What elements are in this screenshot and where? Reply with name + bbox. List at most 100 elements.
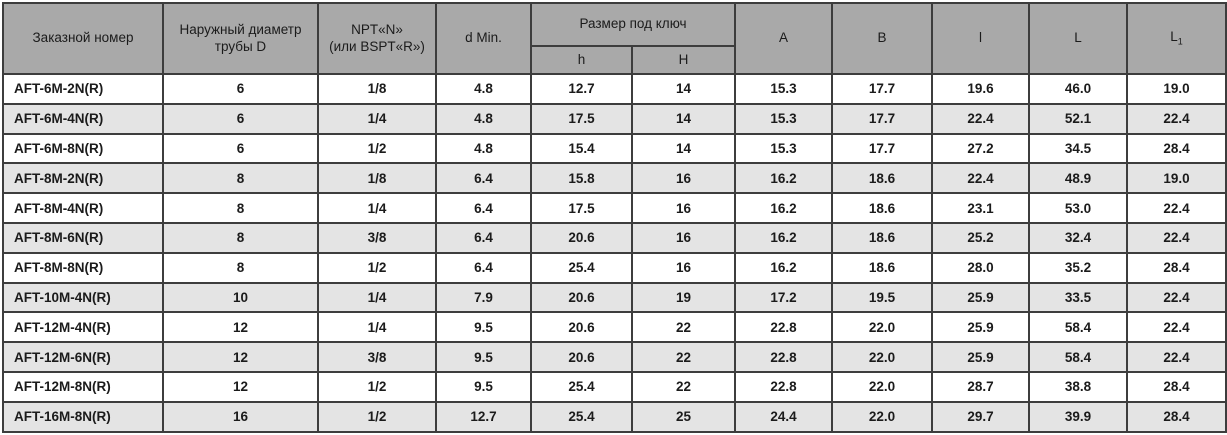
value-cell: 14 <box>630 73 737 105</box>
value-cell: 16.2 <box>734 221 834 254</box>
value-cell: 28.4 <box>1126 400 1227 433</box>
value-cell: 18.6 <box>831 221 934 254</box>
value-cell: 22.4 <box>931 162 1031 195</box>
value-cell: 20.6 <box>530 341 633 373</box>
value-cell: 6.4 <box>435 221 532 254</box>
header-row-top: Заказной номер Наружный диаметр трубы D … <box>2 2 1227 75</box>
value-cell: 1/8 <box>317 162 437 195</box>
value-cell: 19 <box>630 281 737 314</box>
value-cell: 15.3 <box>734 132 834 165</box>
value-cell: 17.7 <box>831 73 934 105</box>
value-cell: 1/4 <box>317 102 437 135</box>
value-cell: 4.8 <box>435 132 532 165</box>
value-cell: 16 <box>162 400 319 433</box>
col-header-l1: L1 <box>1126 2 1227 75</box>
l1-base: L <box>1170 29 1178 45</box>
table-header: Заказной номер Наружный диаметр трубы D … <box>2 2 1227 75</box>
value-cell: 22.4 <box>931 102 1031 135</box>
value-cell: 22.0 <box>831 370 934 403</box>
value-cell: 25.9 <box>931 311 1031 344</box>
value-cell: 22.0 <box>831 311 934 344</box>
order-number-cell: AFT-6M-8N(R) <box>2 132 164 165</box>
header-row-sub: h H <box>3 45 1226 75</box>
order-number-cell: AFT-12M-8N(R) <box>2 370 164 403</box>
order-number-cell: AFT-12M-4N(R) <box>2 311 164 344</box>
value-cell: 25.9 <box>931 341 1031 373</box>
value-cell: 48.9 <box>1028 162 1129 195</box>
value-cell: 16 <box>630 162 737 195</box>
value-cell: 38.8 <box>1028 370 1129 403</box>
value-cell: 19.5 <box>831 281 934 314</box>
value-cell: 25.9 <box>931 281 1031 314</box>
value-cell: 16.2 <box>734 251 834 284</box>
value-cell: 4.8 <box>435 73 532 105</box>
table-row: AFT-8M-2N(R) 8 1/8 6.4 15.8 16 16.2 18.6 22.4 48.… <box>2 162 1227 195</box>
value-cell: 39.9 <box>1028 400 1129 433</box>
value-cell: 22 <box>630 311 737 344</box>
value-cell: 20.6 <box>530 221 633 254</box>
order-number-cell: AFT-8M-8N(R) <box>2 251 164 284</box>
value-cell: 15.4 <box>530 132 633 165</box>
value-cell: 17.7 <box>831 132 934 165</box>
value-cell: 58.4 <box>1028 311 1129 344</box>
order-number-cell: AFT-6M-2N(R) <box>2 73 164 105</box>
col-header-wrench-size: Размер под ключ <box>529 2 737 47</box>
value-cell: 28.4 <box>1126 132 1227 165</box>
value-cell: 17.5 <box>530 192 633 224</box>
value-cell: 46.0 <box>1028 73 1129 105</box>
col-header-thread: NPT«N» (или BSPT«R») <box>317 2 437 75</box>
value-cell: 12.7 <box>435 400 532 433</box>
value-cell: 18.6 <box>831 251 934 284</box>
value-cell: 28.4 <box>1126 251 1227 284</box>
order-number-cell: AFT-16M-8N(R) <box>2 400 164 433</box>
value-cell: 8 <box>162 221 319 254</box>
value-cell: 33.5 <box>1028 281 1129 314</box>
value-cell: 15.3 <box>734 73 834 105</box>
order-number-cell: AFT-8M-6N(R) <box>2 221 164 254</box>
value-cell: 12.7 <box>530 73 633 105</box>
value-cell: 22 <box>630 341 737 373</box>
table-row: AFT-12M-4N(R) 12 1/4 9.5 20.6 22 22.8 22.0 25.9 5… <box>2 311 1227 344</box>
value-cell: 1/4 <box>317 192 437 224</box>
value-cell: 28.7 <box>931 370 1031 403</box>
order-number-cell: AFT-12M-6N(R) <box>2 341 164 373</box>
col-header-order-number: Заказной номер <box>2 2 164 75</box>
value-cell: 22.8 <box>734 311 834 344</box>
value-cell: 9.5 <box>435 311 532 344</box>
order-number-cell: AFT-6M-4N(R) <box>2 102 164 135</box>
table-row: AFT-10M-4N(R) 10 1/4 7.9 20.6 19 17.2 19.5 25.9 3… <box>2 281 1227 314</box>
value-cell: 28.0 <box>931 251 1031 284</box>
value-cell: 8 <box>162 162 319 195</box>
value-cell: 12 <box>162 311 319 344</box>
value-cell: 32.4 <box>1028 221 1129 254</box>
order-number-cell: AFT-8M-4N(R) <box>2 192 164 224</box>
value-cell: 4.8 <box>435 102 532 135</box>
value-cell: 15.8 <box>530 162 633 195</box>
value-cell: 22.4 <box>1126 281 1227 314</box>
col-header-l-upper: L <box>1028 2 1129 75</box>
value-cell: 18.6 <box>831 162 934 195</box>
value-cell: 6.4 <box>435 251 532 284</box>
value-cell: 1/2 <box>317 132 437 165</box>
value-cell: 3/8 <box>317 221 437 254</box>
l1-subscript: 1 <box>1177 36 1183 47</box>
value-cell: 53.0 <box>1028 192 1129 224</box>
value-cell: 16 <box>630 221 737 254</box>
value-cell: 6 <box>162 73 319 105</box>
value-cell: 8 <box>162 251 319 284</box>
value-cell: 22.0 <box>831 341 934 373</box>
value-cell: 14 <box>630 102 737 135</box>
value-cell: 28.4 <box>1126 370 1227 403</box>
value-cell: 25 <box>630 400 737 433</box>
value-cell: 25.2 <box>931 221 1031 254</box>
value-cell: 1/4 <box>317 311 437 344</box>
value-cell: 12 <box>162 370 319 403</box>
table-row: AFT-6M-2N(R) 6 1/8 4.8 12.7 14 15.3 17.7 19.6 46.… <box>2 73 1227 105</box>
table-row: AFT-6M-8N(R) 6 1/2 4.8 15.4 14 15.3 17.7 27.2 34.… <box>2 132 1227 165</box>
col-header-h-lower: h <box>530 45 633 75</box>
value-cell: 23.1 <box>931 192 1031 224</box>
value-cell: 6.4 <box>435 192 532 224</box>
value-cell: 35.2 <box>1028 251 1129 284</box>
